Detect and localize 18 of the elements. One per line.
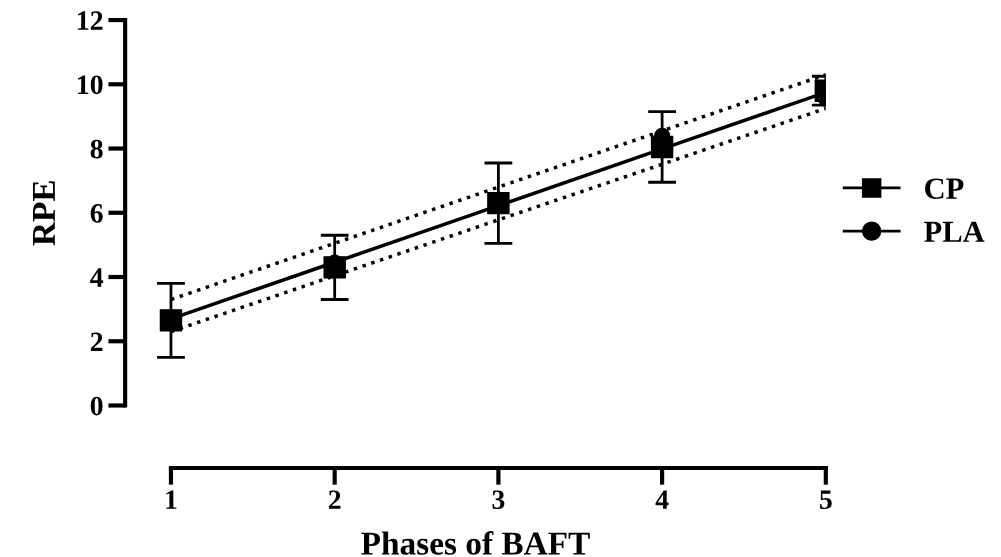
y-axis-title: RPE: [33, 181, 55, 246]
x-tick-label: 3: [492, 490, 505, 510]
y-tick-label: 6: [90, 204, 103, 223]
y-tick-label: 0: [90, 396, 103, 416]
y-tick-label: 10: [78, 75, 103, 95]
x-tick-label: 5: [819, 490, 832, 510]
y-tick-label: 2: [90, 332, 103, 351]
legend-label: PLA: [924, 221, 985, 242]
legend-label: CP: [925, 178, 964, 199]
x-axis-title: Phases of BAFT: [361, 531, 590, 555]
y-tick-label: 8: [90, 139, 103, 159]
point: [487, 191, 510, 215]
x-tick-label: 4: [655, 490, 669, 509]
y-tick-label: 4: [90, 268, 104, 287]
x-tick-label: 1: [166, 490, 177, 509]
y-tick-label: 12: [78, 11, 103, 30]
x-tick-label: 2: [328, 490, 341, 509]
point: [159, 309, 183, 332]
